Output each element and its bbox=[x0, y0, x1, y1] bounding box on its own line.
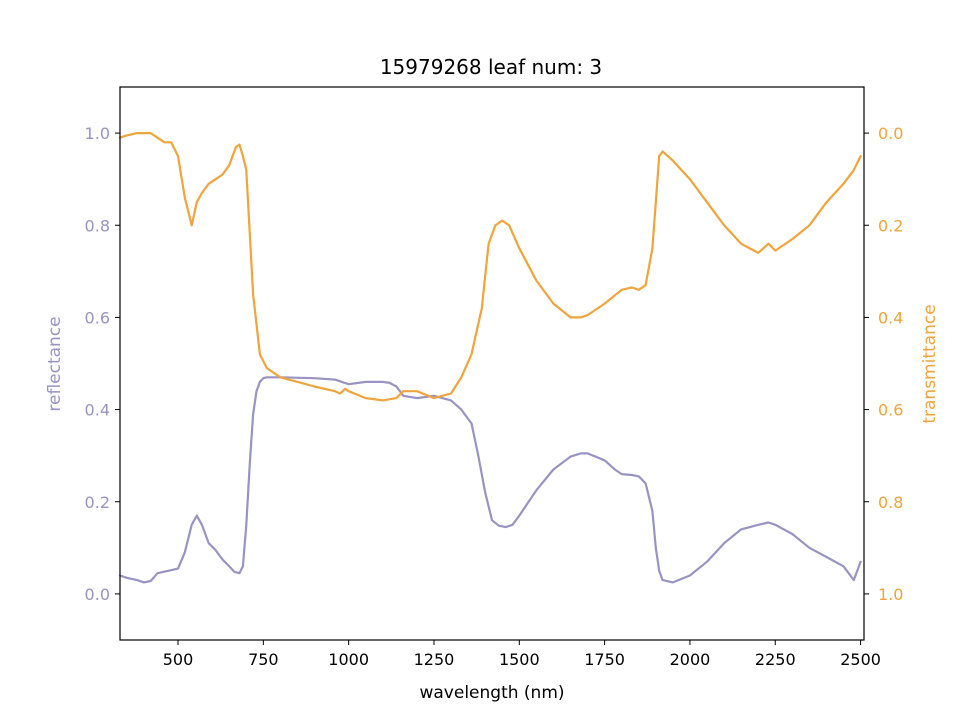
right-y-tick-label: 0.6 bbox=[878, 401, 903, 420]
x-tick-label: 1750 bbox=[584, 650, 625, 669]
right-y-axis-label: transmittance bbox=[920, 304, 940, 423]
left-y-tick-label: 0.4 bbox=[85, 401, 110, 420]
right-y-tick-label: 1.0 bbox=[878, 585, 903, 604]
chart-title: 15979268 leaf num: 3 bbox=[380, 55, 602, 79]
x-tick-label: 2500 bbox=[840, 650, 881, 669]
left-y-axis-label: reflectance bbox=[45, 316, 65, 411]
reflectance-line bbox=[118, 376, 862, 584]
left-y-tick-label: 0.0 bbox=[85, 585, 110, 604]
x-axis-label: wavelength (nm) bbox=[419, 683, 564, 703]
x-tick-label: 750 bbox=[248, 650, 279, 669]
left-y-tick-label: 0.8 bbox=[85, 216, 110, 235]
plot-area bbox=[118, 86, 865, 641]
right-y-tick-label: 0.4 bbox=[878, 308, 903, 327]
x-axis: 500 750 1000 1250 1500 1750 2000 2250 2500 bbox=[163, 640, 881, 669]
right-y-tick-label: 0.0 bbox=[878, 124, 903, 143]
x-tick-label: 1000 bbox=[328, 650, 369, 669]
left-y-axis: 0.0 0.2 0.4 0.6 0.8 1.0 bbox=[85, 124, 120, 604]
x-tick-label: 2250 bbox=[755, 650, 796, 669]
series-layer bbox=[118, 132, 862, 584]
transmittance-line bbox=[118, 132, 862, 402]
x-tick-label: 1250 bbox=[414, 650, 455, 669]
x-tick-label: 1500 bbox=[499, 650, 540, 669]
left-y-tick-label: 0.2 bbox=[85, 493, 110, 512]
right-y-tick-label: 0.2 bbox=[878, 216, 903, 235]
right-y-tick-label: 0.8 bbox=[878, 493, 903, 512]
plot-frame bbox=[119, 86, 865, 641]
plot-background bbox=[120, 87, 864, 640]
x-tick-label: 2000 bbox=[670, 650, 711, 669]
right-y-axis: 0.0 0.2 0.4 0.6 0.8 1.0 bbox=[864, 124, 903, 604]
x-tick-label: 500 bbox=[163, 650, 194, 669]
left-y-tick-label: 1.0 bbox=[85, 124, 110, 143]
left-y-tick-label: 0.6 bbox=[85, 308, 110, 327]
